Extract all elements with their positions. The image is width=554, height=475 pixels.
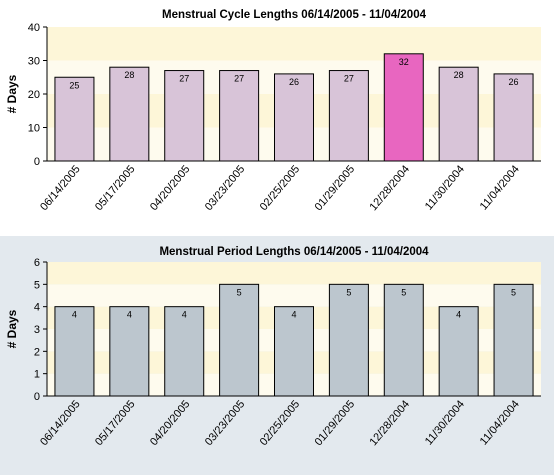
bar-cycle-9	[493, 73, 534, 162]
bar-cycle-7	[383, 53, 424, 162]
plot-band	[47, 284, 541, 307]
period-length-chart-panel: Menstrual Period Lengths 06/14/2005 - 11…	[0, 236, 554, 475]
x-tick-label: 11/30/2004	[423, 163, 467, 212]
bar-period-5	[274, 306, 314, 397]
period-length-chart: Menstrual Period Lengths 06/14/2005 - 11…	[5, 246, 541, 448]
bar-period-3	[164, 306, 205, 397]
bar-period-7	[383, 283, 424, 397]
x-tick-label: 02/25/2005	[258, 163, 303, 213]
data-label: 4	[127, 310, 132, 320]
y-tick-label: 3	[34, 324, 40, 336]
data-label: 27	[179, 74, 189, 84]
x-tick-label: 01/29/2005	[313, 163, 358, 213]
data-label: 25	[69, 80, 79, 90]
bar-cycle-8	[438, 66, 479, 162]
x-tick-label: 11/04/2004	[478, 163, 522, 212]
bar-cycle-6	[328, 70, 369, 162]
y-tick-label: 4	[34, 302, 40, 314]
y-tick-label: 10	[28, 123, 40, 135]
x-tick-label: 02/25/2005	[258, 398, 303, 448]
data-label: 32	[399, 57, 409, 67]
data-label: 28	[454, 70, 464, 80]
data-label: 4	[182, 310, 187, 320]
y-tick-label: 40	[28, 22, 40, 34]
data-label: 5	[511, 287, 516, 297]
cycle-length-chart-panel: Menstrual Cycle Lengths 06/14/2005 - 11/…	[0, 0, 554, 236]
y-axis-title: # Days	[5, 74, 19, 113]
bar-period-4	[219, 283, 260, 397]
data-label: 4	[456, 310, 461, 320]
plot-band	[47, 27, 541, 61]
bar-period-9	[493, 283, 534, 397]
x-tick-label: 12/28/2004	[367, 163, 412, 213]
y-axis-title: # Days	[5, 309, 19, 348]
cycle-length-chart: Menstrual Cycle Lengths 06/14/2005 - 11/…	[5, 9, 541, 213]
x-tick-label: 11/04/2004	[478, 398, 522, 447]
x-tick-label: 11/30/2004	[423, 398, 467, 447]
chart-title: Menstrual Cycle Lengths 06/14/2005 - 11/…	[162, 9, 427, 21]
x-tick-label: 06/14/2005	[38, 163, 83, 213]
data-label: 4	[291, 310, 296, 320]
bar-period-6	[328, 283, 369, 397]
bar-cycle-4	[219, 70, 260, 162]
y-tick-label: 5	[34, 279, 40, 291]
data-label: 27	[234, 74, 244, 84]
bar-period-8	[438, 306, 479, 397]
data-label: 28	[124, 70, 134, 80]
bar-period-1	[54, 306, 95, 397]
x-tick-label: 04/20/2005	[148, 398, 193, 448]
bar-cycle-2	[109, 66, 150, 162]
bar-cycle-5	[274, 73, 314, 162]
y-tick-label: 0	[34, 156, 40, 168]
x-tick-label: 05/17/2005	[93, 398, 138, 448]
y-tick-label: 0	[34, 391, 40, 403]
data-label: 27	[344, 74, 354, 84]
y-tick-label: 2	[34, 346, 40, 358]
x-tick-label: 05/17/2005	[93, 163, 138, 213]
x-tick-label: 01/29/2005	[313, 398, 358, 448]
bar-cycle-1	[54, 76, 95, 162]
data-label: 4	[72, 310, 77, 320]
x-tick-label: 04/20/2005	[148, 163, 193, 213]
plot-band	[47, 262, 541, 285]
y-tick-label: 30	[28, 56, 40, 68]
bar-period-2	[109, 306, 150, 397]
x-tick-label: 03/23/2005	[203, 398, 248, 448]
data-label: 26	[509, 77, 519, 87]
x-tick-label: 06/14/2005	[38, 398, 83, 448]
bar-cycle-3	[164, 70, 205, 162]
data-label: 5	[346, 287, 351, 297]
data-label: 26	[289, 77, 299, 87]
data-label: 5	[401, 287, 406, 297]
y-tick-label: 6	[34, 257, 40, 269]
x-tick-label: 12/28/2004	[367, 398, 412, 448]
chart-title: Menstrual Period Lengths 06/14/2005 - 11…	[159, 246, 429, 258]
y-tick-label: 20	[28, 89, 40, 101]
x-tick-label: 03/23/2005	[203, 163, 248, 213]
y-tick-label: 1	[34, 369, 40, 381]
data-label: 5	[237, 287, 242, 297]
